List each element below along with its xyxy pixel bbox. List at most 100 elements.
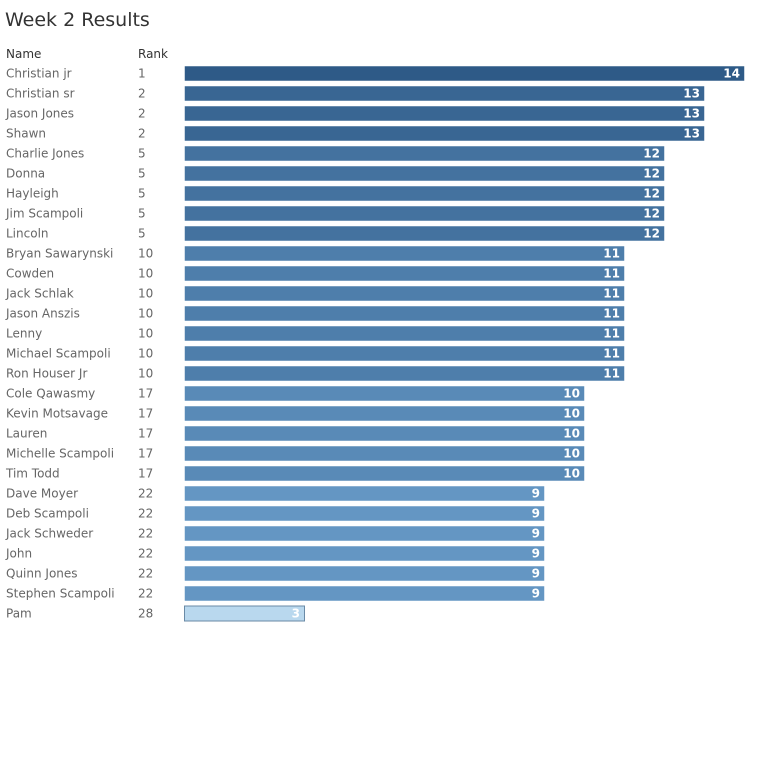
- row-rank-label: 10: [138, 307, 153, 321]
- bar[interactable]: [184, 565, 545, 582]
- row-name-label: Christian jr: [6, 67, 72, 81]
- page-title: Week 2 Results: [5, 9, 150, 31]
- bar-value-label: 11: [603, 287, 620, 301]
- bar[interactable]: [184, 425, 585, 442]
- bar-value-label: 9: [532, 527, 540, 541]
- bar[interactable]: [184, 545, 545, 562]
- bar-value-label: 10: [563, 387, 580, 401]
- bar-value-label: 9: [532, 587, 540, 601]
- bar[interactable]: [184, 305, 625, 322]
- bar[interactable]: [184, 605, 305, 622]
- bar-value-label: 13: [683, 127, 700, 141]
- row-name-label: Bryan Sawarynski: [6, 247, 113, 261]
- bar-value-label: 12: [643, 147, 660, 161]
- row-rank-label: 10: [138, 287, 153, 301]
- row-rank-label: 2: [138, 127, 146, 141]
- bar-value-label: 12: [643, 167, 660, 181]
- row-name-label: Stephen Scampoli: [6, 587, 115, 601]
- bar[interactable]: [184, 105, 705, 122]
- row-name-label: Quinn Jones: [6, 567, 78, 581]
- row-rank-label: 10: [138, 347, 153, 361]
- bar[interactable]: [184, 185, 665, 202]
- bar[interactable]: [184, 345, 625, 362]
- bar-value-label: 12: [643, 227, 660, 241]
- bar-value-label: 11: [603, 267, 620, 281]
- row-name-label: Christian sr: [6, 87, 75, 101]
- row-name-label: John: [5, 547, 32, 561]
- bar[interactable]: [184, 465, 585, 482]
- row-rank-label: 17: [138, 407, 153, 421]
- bar[interactable]: [184, 525, 545, 542]
- bar[interactable]: [184, 165, 665, 182]
- row-name-label: Jim Scampoli: [5, 207, 83, 221]
- bar[interactable]: [184, 445, 585, 462]
- bar[interactable]: [184, 65, 745, 82]
- bar[interactable]: [184, 205, 665, 222]
- row-name-label: Hayleigh: [6, 187, 59, 201]
- bar-value-label: 12: [643, 207, 660, 221]
- row-rank-label: 22: [138, 527, 153, 541]
- row-name-label: Ron Houser Jr: [6, 367, 87, 381]
- row-name-label: Kevin Motsavage: [6, 407, 108, 421]
- row-name-label: Cole Qawasmy: [6, 387, 95, 401]
- row-rank-label: 28: [138, 607, 153, 621]
- bar-value-label: 13: [683, 107, 700, 121]
- bar-value-label: 10: [563, 427, 580, 441]
- bar[interactable]: [184, 225, 665, 242]
- row-rank-label: 10: [138, 267, 153, 281]
- bar[interactable]: [184, 385, 585, 402]
- name-column-header: Name: [6, 47, 42, 61]
- row-rank-label: 2: [138, 87, 146, 101]
- bar[interactable]: [184, 365, 625, 382]
- bar[interactable]: [184, 325, 625, 342]
- row-rank-label: 10: [138, 367, 153, 381]
- row-name-label: Jason Jones: [5, 107, 74, 121]
- bar[interactable]: [184, 405, 585, 422]
- rank-column-header: Rank: [138, 47, 168, 61]
- bar[interactable]: [184, 265, 625, 282]
- bar-value-label: 13: [683, 87, 700, 101]
- bar-value-label: 10: [563, 407, 580, 421]
- row-rank-label: 5: [138, 167, 146, 181]
- row-rank-label: 10: [138, 327, 153, 341]
- bar[interactable]: [184, 505, 545, 522]
- row-name-label: Charlie Jones: [6, 147, 84, 161]
- bar[interactable]: [184, 485, 545, 502]
- bar-value-label: 9: [532, 507, 540, 521]
- row-name-label: Lincoln: [6, 227, 49, 241]
- row-rank-label: 10: [138, 247, 153, 261]
- row-name-label: Lauren: [6, 427, 47, 441]
- row-rank-label: 5: [138, 207, 146, 221]
- bar[interactable]: [184, 245, 625, 262]
- row-rank-label: 1: [138, 67, 146, 81]
- row-rank-label: 17: [138, 427, 153, 441]
- bar-value-label: 9: [532, 567, 540, 581]
- row-rank-label: 17: [138, 447, 153, 461]
- bar-value-label: 12: [643, 187, 660, 201]
- bar-value-label: 10: [563, 447, 580, 461]
- bar-value-label: 11: [603, 347, 620, 361]
- bar[interactable]: [184, 125, 705, 142]
- row-rank-label: 22: [138, 487, 153, 501]
- bar-value-label: 3: [292, 607, 300, 621]
- bar[interactable]: [184, 285, 625, 302]
- row-rank-label: 5: [138, 147, 146, 161]
- row-rank-label: 22: [138, 507, 153, 521]
- row-name-label: Michelle Scampoli: [6, 447, 114, 461]
- row-name-label: Shawn: [6, 127, 46, 141]
- row-name-label: Pam: [6, 607, 32, 621]
- row-rank-label: 5: [138, 187, 146, 201]
- row-rank-label: 2: [138, 107, 146, 121]
- bar-value-label: 10: [563, 467, 580, 481]
- bar-value-label: 11: [603, 367, 620, 381]
- row-name-label: Lenny: [6, 327, 42, 341]
- row-name-label: Cowden: [6, 267, 54, 281]
- row-rank-label: 17: [138, 467, 153, 481]
- row-name-label: Jack Schweder: [5, 527, 93, 541]
- bar[interactable]: [184, 585, 545, 602]
- bar[interactable]: [184, 145, 665, 162]
- bar[interactable]: [184, 85, 705, 102]
- bar-value-label: 14: [723, 67, 740, 81]
- row-rank-label: 22: [138, 567, 153, 581]
